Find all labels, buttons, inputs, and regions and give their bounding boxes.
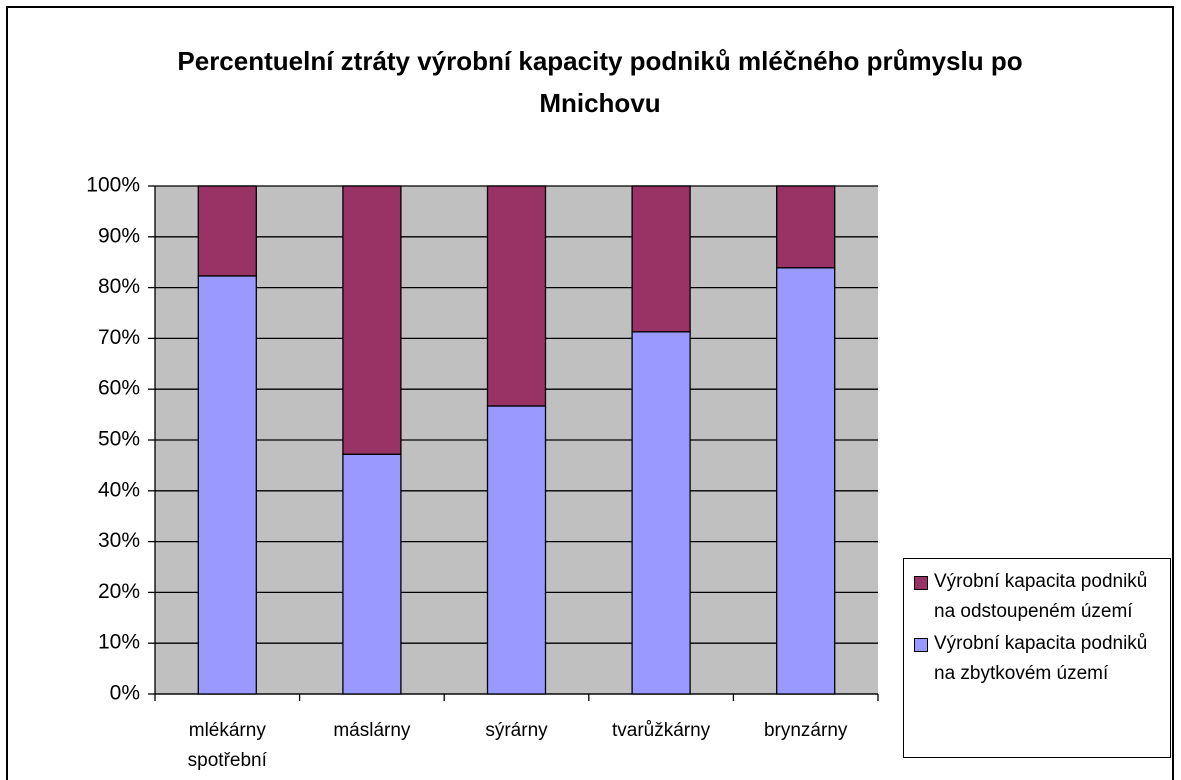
x-tick-label: mlékárny spotřební <box>187 720 267 771</box>
bar-segment <box>342 185 402 455</box>
bar-segment <box>776 185 836 269</box>
x-tick-label: brynzárny <box>763 720 848 741</box>
bar-segment <box>631 185 691 333</box>
legend-swatch <box>914 638 928 652</box>
x-tick-label: tvarůžkárny <box>611 720 711 741</box>
bar-segment <box>631 331 691 695</box>
y-tick-label: 0% <box>110 682 140 705</box>
y-tick-label: 80% <box>98 275 140 298</box>
x-tick-label: máslárny <box>333 720 411 741</box>
y-tick-label: 100% <box>86 174 140 197</box>
legend-item: Výrobní kapacita podniků na zbytkovém úz… <box>914 629 1166 689</box>
legend-item: Výrobní kapacita podniků na odstoupeném … <box>914 567 1166 627</box>
x-tick-label: sýrárny <box>485 720 548 741</box>
bar-segment <box>342 453 402 695</box>
chart-title: Percentuelní ztráty výrobní kapacity pod… <box>177 46 1023 118</box>
y-tick-label: 20% <box>98 580 140 603</box>
bar-segment <box>486 185 547 407</box>
bar-segment <box>197 185 257 277</box>
y-tick-label: 60% <box>98 377 140 400</box>
bar-segment <box>197 275 257 695</box>
y-tick-label: 90% <box>98 224 140 247</box>
bar-segment <box>486 405 547 695</box>
y-tick-label: 30% <box>98 529 140 552</box>
y-tick-label: 40% <box>98 478 140 501</box>
bar-segment <box>776 267 836 695</box>
legend-label: Výrobní kapacita podniků na odstoupeném … <box>934 571 1148 622</box>
y-tick-label: 50% <box>98 428 140 451</box>
legend: Výrobní kapacita podniků na odstoupeném … <box>903 558 1171 758</box>
legend-swatch <box>914 576 928 590</box>
legend-label: Výrobní kapacita podniků na zbytkovém úz… <box>934 633 1148 684</box>
y-tick-label: 10% <box>98 631 140 654</box>
y-tick-label: 70% <box>98 326 140 349</box>
